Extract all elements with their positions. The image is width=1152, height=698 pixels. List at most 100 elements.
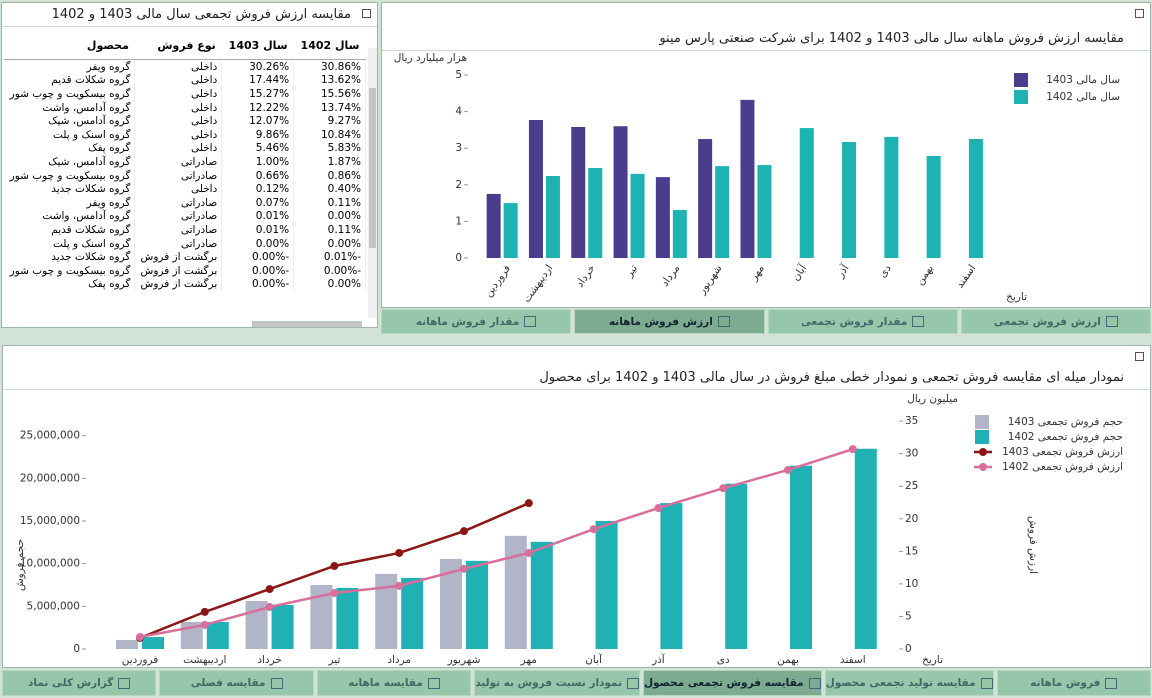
tab-label: ارزش فروش ماهانه: [608, 315, 713, 328]
x-tick-label: اسفند: [954, 263, 979, 291]
x-tick-label: خرداد: [574, 263, 598, 290]
table-cell: 13.62%: [293, 73, 366, 88]
tab[interactable]: ارزش فروش ماهانه: [574, 309, 765, 334]
y-tick-label: 10: [905, 578, 918, 590]
table-cell: 9.86%: [221, 127, 295, 142]
table-cell: -0.00%: [293, 263, 366, 278]
table-cell: -0.00%: [221, 277, 295, 292]
bar: [486, 193, 501, 258]
table-cell: داخلی: [134, 87, 223, 101]
legend-label: حجم فروش تجمعی 1403: [1008, 416, 1123, 428]
table-cell: داخلی: [134, 100, 223, 115]
table-cell: 0.00%: [221, 236, 295, 251]
table-cell: 30.26%: [221, 59, 295, 74]
bar: [854, 448, 877, 649]
table-row: گروه پفک داخلی 5.46% 5.83%: [4, 141, 366, 156]
bar: [630, 173, 645, 258]
bar: [206, 621, 229, 649]
tab-label: مقدار فروش تجمعی: [800, 315, 908, 328]
table-cell: صادراتی: [134, 236, 223, 251]
chart-panel: نمودار میله ای مقایسه فروش تجمعی و نمودا…: [2, 345, 1151, 668]
point: [654, 504, 663, 513]
x-tick-label: شهریور: [447, 654, 481, 666]
tab[interactable]: ارزش فروش تجمعی: [960, 309, 1151, 334]
tab[interactable]: نمودار نسبت فروش به تولید: [474, 670, 641, 696]
table-cell: 9.27%: [293, 114, 366, 128]
tab[interactable]: مقدار فروش تجمعی: [767, 309, 958, 334]
point: [524, 548, 533, 557]
point: [330, 589, 339, 598]
table-cell: داخلی: [134, 127, 223, 142]
y-axis-title: حجم فروش: [14, 539, 26, 591]
table-viewport: محصول نوع فروش سال 1403 سال 1402 گروه ویفر دا…: [4, 31, 366, 321]
table-row: گروه بیسکویت و چوب شور صادراتی 0.66% 0.86%: [4, 168, 366, 183]
table-cell: 0.40%: [293, 182, 366, 196]
x-tick-label: تیر: [623, 263, 640, 281]
table-cell: 0.00%: [293, 236, 366, 251]
bar: [466, 560, 488, 649]
tab-icon: [808, 677, 821, 689]
point: [524, 499, 533, 508]
share-table: محصول نوع فروش سال 1403 سال 1402 گروه ویفر دا…: [4, 31, 366, 292]
x-axis-title: تاریخ: [922, 654, 943, 666]
tab-bar: گزارش کلی نماد مقایسه فصلی مقایسه ماهانه نم…: [2, 670, 1152, 696]
tab[interactable]: مقایسه فروش تجمعی محصول: [643, 670, 822, 696]
tab[interactable]: گزارش کلی نماد: [2, 670, 157, 696]
tab-icon: [524, 316, 537, 327]
table-cell: صادراتی: [134, 209, 223, 224]
legend-swatch: [979, 463, 987, 471]
y-tick-label: 25,000,000: [20, 430, 80, 442]
point: [265, 585, 274, 594]
bar: [528, 120, 543, 258]
tab[interactable]: مقدار فروش ماهانه: [381, 309, 572, 334]
x-tick-label: آبان: [585, 653, 603, 666]
tab-icon: [627, 677, 640, 689]
table-cell: گروه اسنک و پلت: [4, 127, 136, 142]
table-cell: -0.00%: [221, 263, 295, 278]
tab[interactable]: مقایسه فصلی: [159, 670, 314, 696]
table-row: گروه شکلات قدیم داخلی 17.44% 13.62%: [4, 73, 366, 88]
y-tick-label: 1: [455, 215, 462, 227]
legend-label: سال مالی 1402: [1046, 91, 1120, 103]
line: [139, 447, 854, 639]
scrollbar[interactable]: [368, 48, 377, 318]
tab[interactable]: مقایسه تولید تجمعی محصول: [824, 670, 994, 696]
tab-icon: [270, 677, 283, 689]
table-cell: داخلی: [134, 114, 223, 128]
window-button[interactable]: [1135, 352, 1144, 361]
y-tick-label: 15,000,000: [20, 515, 80, 527]
table-cell: گروه ویفر: [4, 59, 136, 74]
tab-label: مقایسه ماهانه: [348, 677, 423, 689]
tab-label: گزارش کلی نماد: [28, 677, 114, 689]
y-tick-label: 30: [905, 448, 918, 460]
table-cell: -0.00%: [221, 250, 295, 264]
bar: [660, 503, 683, 649]
window-button[interactable]: [1135, 9, 1144, 18]
tab[interactable]: مقایسه ماهانه: [316, 670, 472, 696]
point: [330, 561, 339, 570]
table-row: گروه آدامس، شیک داخلی 12.07% 9.27%: [4, 114, 366, 128]
table-cell: 5.46%: [221, 141, 295, 156]
tab-icon: [980, 677, 993, 689]
table-cell: 1.00%: [221, 155, 295, 169]
tab[interactable]: فروش ماهانه: [996, 670, 1152, 696]
legend-swatch: [975, 415, 989, 429]
window-button[interactable]: [362, 9, 371, 18]
tab-label: ارزش فروش تجمعی: [993, 315, 1101, 328]
bar: [698, 139, 713, 258]
point: [784, 465, 792, 474]
table-cell: 0.01%: [221, 223, 295, 237]
legend-label: سال مالی 1403: [1046, 74, 1120, 86]
bar: [715, 166, 730, 258]
bar: [842, 141, 857, 258]
table-cell: 0.00%: [293, 209, 366, 224]
point: [589, 525, 598, 534]
scrollbar[interactable]: [252, 321, 362, 327]
table-cell: گروه بیسکویت و چوب شور: [4, 168, 136, 183]
x-tick-label: مرداد: [387, 654, 411, 666]
x-tick-label: فروردین: [122, 654, 159, 666]
table-cell: برگشت از فروش: [134, 250, 223, 264]
bar: [142, 637, 164, 649]
table-cell: 15.56%: [293, 87, 366, 101]
y-tick-label: 5: [905, 610, 912, 622]
